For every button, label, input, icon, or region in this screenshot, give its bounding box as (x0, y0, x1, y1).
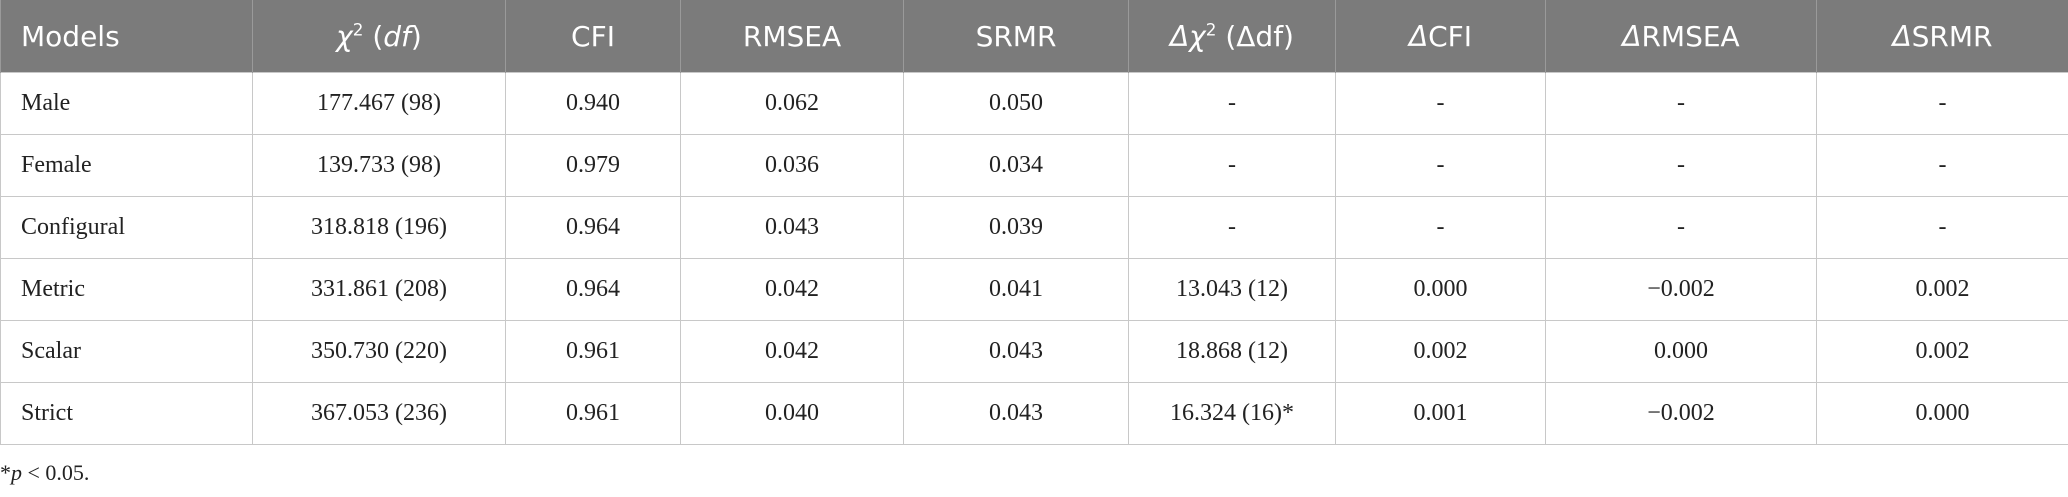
cell: 0.042 (680, 258, 904, 321)
header-cell: SRMR (903, 0, 1129, 73)
text-run: Δχ (1170, 19, 1206, 53)
header-cell: CFI (505, 0, 681, 73)
header-cell: ΔSRMR (1816, 0, 2068, 73)
cell: 139.733 (98) (252, 134, 506, 197)
cell: 0.050 (903, 72, 1129, 135)
cell: 0.041 (903, 258, 1129, 321)
header-cell: χ2 (df) (252, 0, 506, 73)
cell: 0.002 (1335, 320, 1546, 383)
text-run: * (0, 460, 11, 485)
table-row: Scalar 350.730 (220) 0.961 0.042 0.043 18.868… (0, 320, 2068, 383)
cell: 0.940 (505, 72, 681, 135)
text-run: 2 (1205, 19, 1217, 40)
cell: 0.979 (505, 134, 681, 197)
cell: 0.000 (1335, 258, 1546, 321)
cell: 331.861 (208) (252, 258, 506, 321)
cell: 0.000 (1816, 382, 2068, 445)
text-run: ( (363, 19, 384, 53)
footnote: *p < 0.05. (0, 460, 89, 486)
cell: 18.868 (12) (1128, 320, 1336, 383)
cell: 0.042 (680, 320, 904, 383)
table-body: Male 177.467 (98) 0.940 0.062 0.050- - - - Femal… (0, 72, 2068, 445)
text-run: χ (336, 19, 353, 53)
cell: 0.036 (680, 134, 904, 197)
cell: 0.961 (505, 382, 681, 445)
fit-table: Models χ2 (df) CFI RMSEA SRMR Δχ2 (Δdf) ΔCFI ΔR… (0, 0, 2068, 445)
table-row: Strict 367.053 (236) 0.961 0.040 0.043 16.324… (0, 382, 2068, 445)
text-run: 2 (352, 19, 364, 40)
cell: −0.002 (1545, 258, 1817, 321)
text-run: Δ (1622, 19, 1642, 53)
cell: - (1335, 134, 1546, 197)
cell: 0.002 (1816, 320, 2068, 383)
cell: 0.043 (903, 382, 1129, 445)
cell: 0.034 (903, 134, 1129, 197)
header-cell: ΔRMSEA (1545, 0, 1817, 73)
table-row: Metric 331.861 (208) 0.964 0.042 0.041 13.043… (0, 258, 2068, 321)
text-run: Models (21, 19, 120, 53)
row-label: Male (0, 72, 253, 135)
cell: - (1545, 134, 1817, 197)
cell: 0.000 (1545, 320, 1817, 383)
cell: 177.467 (98) (252, 72, 506, 135)
text-run: CFI (571, 19, 615, 53)
cell: 0.043 (680, 196, 904, 259)
row-label: Strict (0, 382, 253, 445)
cell: - (1816, 196, 2068, 259)
cell: 0.964 (505, 196, 681, 259)
cell: 0.043 (903, 320, 1129, 383)
cell: - (1335, 72, 1546, 135)
cell: - (1545, 72, 1817, 135)
cell: - (1128, 72, 1336, 135)
row-label: Female (0, 134, 253, 197)
text-run: p (11, 460, 22, 485)
text-run: SRMR (975, 19, 1057, 53)
cell: 0.961 (505, 320, 681, 383)
header-row: Models χ2 (df) CFI RMSEA SRMR Δχ2 (Δdf) ΔCFI ΔR… (0, 0, 2068, 73)
text-run: CFI (1428, 19, 1473, 53)
table-row: Female 139.733 (98) 0.979 0.036 0.034- - - - (0, 134, 2068, 197)
cell: 16.324 (16)* (1128, 382, 1336, 445)
cell: 0.040 (680, 382, 904, 445)
cell: 0.062 (680, 72, 904, 135)
cell: 13.043 (12) (1128, 258, 1336, 321)
cell: 318.818 (196) (252, 196, 506, 259)
header-cell: Models (0, 0, 253, 73)
text-run: RMSEA (742, 19, 842, 53)
table-row: Configural 318.818 (196) 0.964 0.043 0.039- -… (0, 196, 2068, 259)
table-row: Male 177.467 (98) 0.940 0.062 0.050- - - - (0, 72, 2068, 135)
cell: 367.053 (236) (252, 382, 506, 445)
cell: - (1545, 196, 1817, 259)
cell: 0.001 (1335, 382, 1546, 445)
text-run: SRMR (1911, 19, 1993, 53)
text-run: Δ (1892, 19, 1912, 53)
cell: - (1128, 134, 1336, 197)
text-run: RMSEA (1641, 19, 1740, 53)
cell: - (1335, 196, 1546, 259)
cell: −0.002 (1545, 382, 1817, 445)
cell: - (1128, 196, 1336, 259)
text-run: Δ (1408, 19, 1429, 53)
text-run: ) (410, 19, 422, 53)
header-cell: RMSEA (680, 0, 904, 73)
header-cell: ΔCFI (1335, 0, 1546, 73)
row-label: Configural (0, 196, 253, 259)
cell: - (1816, 134, 2068, 197)
text-run: (Δdf) (1216, 19, 1294, 53)
cell: 0.039 (903, 196, 1129, 259)
text-run: df (383, 19, 411, 53)
row-label: Metric (0, 258, 253, 321)
cell: 350.730 (220) (252, 320, 506, 383)
header-cell: Δχ2 (Δdf) (1128, 0, 1336, 73)
cell: 0.964 (505, 258, 681, 321)
cell: - (1816, 72, 2068, 135)
cell: 0.002 (1816, 258, 2068, 321)
row-label: Scalar (0, 320, 253, 383)
text-run: < 0.05. (22, 460, 90, 485)
